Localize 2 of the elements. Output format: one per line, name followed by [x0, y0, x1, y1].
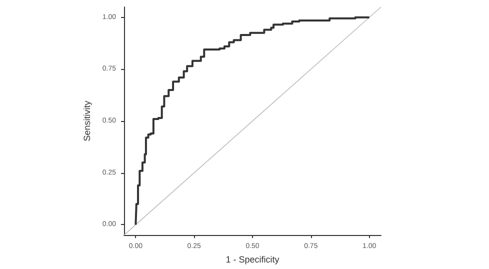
- x-axis-title: 1 - Specificity: [226, 254, 280, 264]
- y-axis-title: Sensitivity: [82, 100, 92, 142]
